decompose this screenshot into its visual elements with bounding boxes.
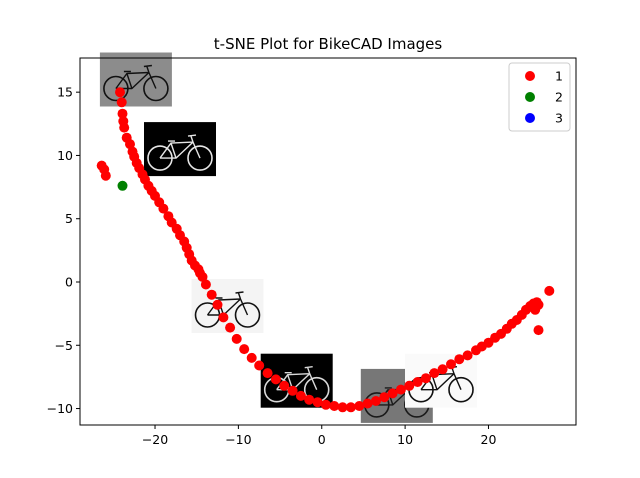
series-1-point xyxy=(287,385,298,396)
series-1-point xyxy=(206,289,217,300)
bike-thumbnail xyxy=(99,52,172,107)
legend-label: 1 xyxy=(555,69,563,84)
series-1-point xyxy=(225,322,236,333)
bike-frame xyxy=(159,134,201,159)
series-1-point xyxy=(200,279,211,290)
series-1-point xyxy=(412,377,423,387)
series-1-point xyxy=(429,368,440,379)
series-1-point xyxy=(312,397,323,408)
y-axis: −10 −5 0 5 10 15 xyxy=(47,85,80,416)
series-1-point xyxy=(387,388,398,399)
series-1-point xyxy=(218,312,229,323)
y-tick-label: 15 xyxy=(57,85,73,100)
y-tick-label: −5 xyxy=(55,338,73,353)
series-1-point xyxy=(254,360,265,371)
series-1-point xyxy=(329,401,340,411)
y-tick-label: 10 xyxy=(57,148,73,163)
series-1-point xyxy=(345,402,356,413)
series-1-point xyxy=(270,374,281,385)
bike-frame xyxy=(115,64,157,90)
bike-frame xyxy=(276,366,318,391)
series-2-point xyxy=(117,180,128,191)
x-tick-label: −20 xyxy=(142,432,168,447)
bike-thumbnail xyxy=(144,122,216,177)
x-axis: −20 −10 0 10 20 xyxy=(142,425,497,447)
legend-marker xyxy=(525,113,535,123)
y-tick-label: 0 xyxy=(65,274,73,289)
series-1-point xyxy=(246,352,257,363)
series-1-point xyxy=(231,333,242,344)
series-1-point xyxy=(446,359,456,370)
x-tick-label: −10 xyxy=(225,432,251,447)
thumbnail-background xyxy=(99,52,172,107)
legend-box xyxy=(508,62,571,132)
series-1-point xyxy=(370,396,381,406)
series-1-point xyxy=(404,380,415,391)
series-1-point xyxy=(395,384,406,395)
series-1-point xyxy=(354,401,365,411)
series-1-point xyxy=(212,299,223,310)
series-1-point xyxy=(279,380,290,391)
series-1-point xyxy=(379,392,390,403)
series-1-point xyxy=(119,122,130,133)
bike-frame xyxy=(420,366,462,391)
series-1-point xyxy=(262,368,273,379)
series-1-point xyxy=(420,373,431,384)
legend-marker xyxy=(525,92,535,102)
y-tick-label: −10 xyxy=(47,401,73,416)
legend-label: 3 xyxy=(555,111,563,126)
thumbnail-background xyxy=(144,122,216,177)
series-1-point xyxy=(530,304,541,315)
series-1-point xyxy=(197,271,208,282)
series-1-point xyxy=(337,402,348,413)
bike-front-wheel xyxy=(187,145,213,171)
x-tick-label: 20 xyxy=(481,432,497,447)
x-tick-label: 10 xyxy=(397,432,413,447)
series-1-point xyxy=(304,394,315,405)
series-1-point xyxy=(100,170,111,181)
series-1-point xyxy=(544,285,555,296)
x-tick-label: 0 xyxy=(318,432,326,447)
series-1-point xyxy=(462,350,473,361)
series-1-point xyxy=(362,398,373,409)
bike-front-wheel xyxy=(143,75,169,102)
plot-frame xyxy=(79,57,577,426)
series-1-point xyxy=(320,399,331,410)
series-1-point xyxy=(295,390,306,401)
chart-title: t-SNE Plot for BikeCAD Images xyxy=(214,35,443,53)
series-1-point xyxy=(454,354,465,365)
thumbnail-layer xyxy=(99,52,477,423)
legend-marker xyxy=(525,71,535,81)
series-1-point xyxy=(437,364,448,375)
series-1-point xyxy=(533,325,544,336)
points-layer xyxy=(96,87,555,413)
series-1-point xyxy=(239,344,250,355)
series-1-point xyxy=(117,108,128,119)
series-1-point xyxy=(116,97,127,108)
bike-front-wheel xyxy=(234,302,261,328)
bike-front-wheel xyxy=(448,376,474,403)
legend: 1 2 3 xyxy=(508,62,571,132)
series-1-point xyxy=(158,203,169,214)
series-1-point xyxy=(115,87,125,98)
y-tick-label: 5 xyxy=(65,211,73,226)
legend-label: 2 xyxy=(555,90,563,105)
